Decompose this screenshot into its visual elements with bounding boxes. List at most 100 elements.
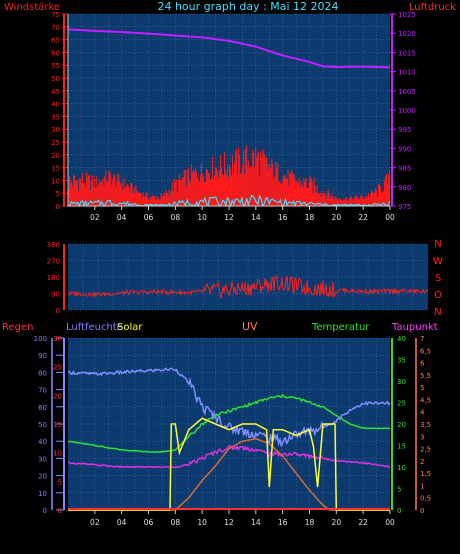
wind-bar <box>345 196 347 206</box>
wind-bar <box>368 197 370 206</box>
wind-bar <box>152 195 154 206</box>
wind-bar <box>338 199 340 206</box>
x-tick-label: 20 <box>332 518 342 527</box>
wind-bar <box>342 199 344 206</box>
wind-bar <box>161 196 163 206</box>
temperature-tick-label: 30 <box>397 378 406 386</box>
x-tick-label: 16 <box>278 213 288 222</box>
uv-tick-label: 6 <box>420 360 425 368</box>
wind-bar <box>272 163 274 206</box>
wind-bar <box>335 197 337 206</box>
wind-bar <box>85 186 87 206</box>
wind-bar <box>234 162 236 206</box>
wind-tick-label: 25 <box>51 139 60 147</box>
wind-bar <box>235 150 237 206</box>
wind-bar <box>374 188 377 206</box>
wind-bar <box>109 170 111 206</box>
wind-bar <box>158 199 160 206</box>
wind-bar <box>298 177 300 206</box>
wind-bar <box>75 180 77 206</box>
wind-bar <box>232 155 234 206</box>
wind-bar <box>236 149 238 206</box>
x-tick-label: 10 <box>197 213 207 222</box>
wind-bar <box>222 175 225 206</box>
wind-bar <box>302 187 304 206</box>
x-tick-label: 18 <box>305 213 315 222</box>
wind-tick-label: 30 <box>51 126 60 134</box>
direction-tick-label: 270 <box>47 258 60 266</box>
wind-bar <box>121 182 123 206</box>
wind-bar <box>299 187 301 206</box>
solar-tick-label: 30 <box>53 335 62 343</box>
uv-tick-label: 7 <box>420 335 424 343</box>
wind-bar <box>233 173 235 206</box>
wind-bar <box>123 177 125 206</box>
wind-bar <box>351 198 353 206</box>
wind-bar <box>76 180 78 206</box>
wind-bar <box>174 182 176 206</box>
wind-axis-label: Windstärke <box>4 2 60 13</box>
wind-bar <box>301 184 303 206</box>
solar-tick-label: 15 <box>53 421 62 429</box>
wind-bar <box>265 158 267 206</box>
wind-bar <box>249 168 251 206</box>
wind-bar <box>137 192 139 206</box>
temperature-tick-label: 40 <box>397 335 406 343</box>
wind-bar <box>162 195 164 206</box>
wind-bar <box>330 196 332 206</box>
wind-bar <box>360 194 362 206</box>
wind-tick-label: 55 <box>51 62 60 70</box>
wind-bar <box>380 193 383 206</box>
wind-bar <box>74 175 76 206</box>
wind-bar <box>310 177 312 206</box>
wind-bar <box>200 162 202 206</box>
wind-bar <box>286 178 288 206</box>
wind-bar <box>307 187 309 206</box>
wind-bar <box>101 181 103 206</box>
wind-bar <box>163 192 165 206</box>
wind-bar <box>336 199 338 206</box>
wind-bar <box>134 194 136 206</box>
rain-tick-label: 20 <box>38 473 47 481</box>
wind-bar <box>120 184 122 206</box>
rain-tick-label: 90 <box>38 352 47 360</box>
pressure-tick-label: 1025 <box>398 11 416 19</box>
temperature-tick-label: 5 <box>397 486 401 494</box>
wind-bar <box>146 192 148 206</box>
dewpoint-label: Taupunkt <box>391 322 438 333</box>
wind-bar <box>362 199 364 206</box>
wind-bar <box>264 155 266 206</box>
wind-bar <box>287 168 289 206</box>
wind-bar <box>193 171 195 206</box>
wind-bar <box>377 184 380 206</box>
wind-bar <box>185 186 187 206</box>
wind-bar <box>171 182 173 206</box>
wind-bar <box>170 190 172 206</box>
wind-bar <box>198 181 200 206</box>
wind-bar <box>94 178 96 206</box>
solar-tick-label: 0 <box>58 507 62 515</box>
wind-bar <box>387 174 390 206</box>
x-tick-label: 22 <box>358 213 368 222</box>
wind-bar <box>290 173 292 206</box>
pressure-axis-label: Luftdruck <box>409 2 456 13</box>
direction-line <box>67 274 429 299</box>
wind-bar <box>103 185 105 206</box>
wind-bar <box>364 196 366 206</box>
wind-bar <box>259 175 261 206</box>
wind-bar <box>344 198 346 206</box>
wind-tick-label: 60 <box>51 49 60 57</box>
wind-bar <box>256 157 258 206</box>
wind-bar <box>201 173 203 206</box>
temperature-tick-label: 10 <box>397 464 406 472</box>
wind-bar <box>279 181 281 206</box>
wind-bar <box>190 164 192 206</box>
wind-bar <box>270 167 272 206</box>
wind-bar <box>356 197 358 206</box>
wind-bar <box>216 171 219 206</box>
wind-bar <box>73 174 75 206</box>
wind-bar <box>175 179 177 206</box>
direction-axis-ticks: 360 270 180 90 0 <box>47 241 65 315</box>
wind-bar <box>246 145 248 206</box>
